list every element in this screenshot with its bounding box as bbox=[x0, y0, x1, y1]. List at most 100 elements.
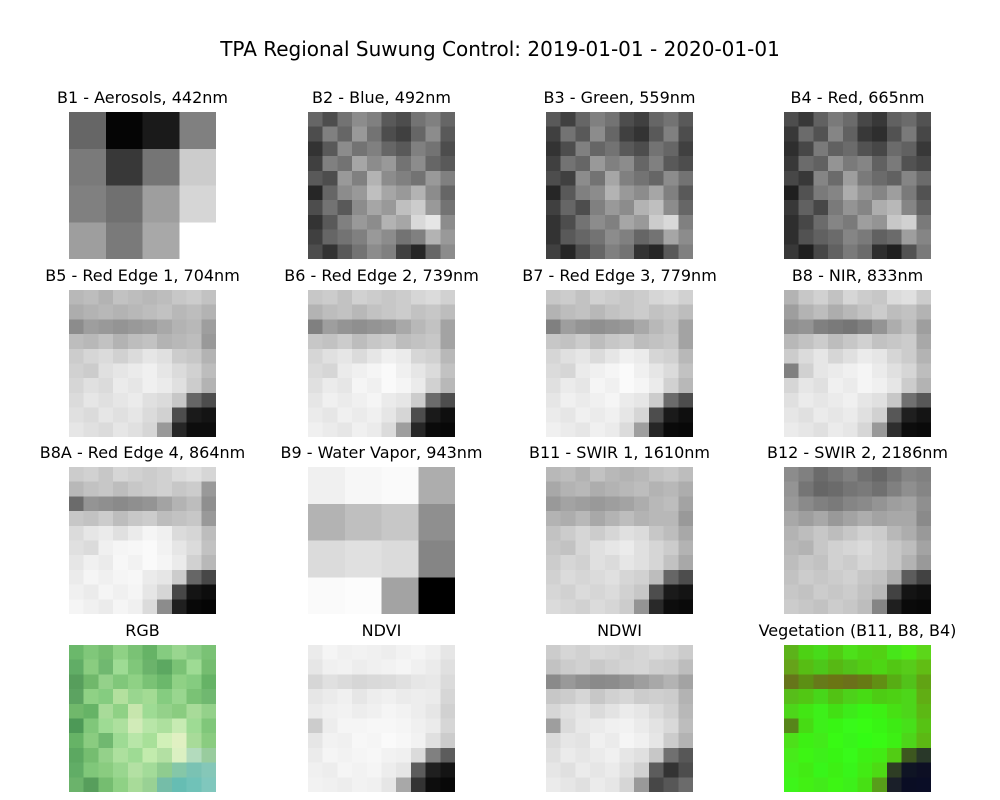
pixel-cell bbox=[440, 378, 455, 394]
pixel-cell bbox=[546, 569, 562, 586]
pixel-cell bbox=[575, 229, 591, 245]
pixel-cell bbox=[425, 378, 441, 394]
pixel-cell bbox=[410, 733, 427, 749]
pixel-cell bbox=[916, 185, 931, 201]
pixel-cell bbox=[784, 392, 800, 409]
pixel-cell bbox=[857, 674, 873, 690]
pixel-cell bbox=[842, 392, 859, 409]
pixel-cell bbox=[604, 555, 621, 571]
pixel-cell bbox=[381, 718, 397, 734]
figure-title: TPA Regional Suwung Control: 2019-01-01 … bbox=[220, 37, 780, 61]
pixel-cell bbox=[634, 229, 650, 245]
pixel-cell bbox=[425, 304, 441, 320]
pixel-cell bbox=[813, 659, 829, 675]
pixel-cell bbox=[157, 363, 173, 379]
pixel-cell bbox=[440, 659, 455, 675]
pixel-cell bbox=[886, 185, 903, 201]
pixel-cell bbox=[604, 422, 621, 437]
pixel-cell bbox=[337, 747, 353, 764]
pixel-cell bbox=[98, 511, 114, 527]
pixel-cell bbox=[322, 392, 338, 409]
pixel-cell bbox=[678, 569, 693, 586]
pixel-cell bbox=[916, 777, 931, 792]
pixel-cell bbox=[157, 659, 173, 675]
pixel-cell bbox=[886, 170, 903, 187]
pixel-cell bbox=[886, 334, 903, 350]
pixel-cell bbox=[798, 304, 814, 320]
pixel-cell bbox=[828, 703, 844, 720]
pixel-cell bbox=[560, 645, 576, 661]
pixel-cell bbox=[784, 112, 800, 128]
pixel-cell bbox=[157, 392, 173, 409]
pixel-cell bbox=[916, 645, 931, 661]
pixel-cell bbox=[308, 170, 324, 187]
pixel-cell bbox=[798, 214, 814, 231]
pixel-cell bbox=[171, 645, 188, 661]
pixel-cell bbox=[604, 112, 621, 128]
pixel-cell bbox=[619, 214, 635, 231]
pixel-cell bbox=[828, 214, 844, 231]
pixel-cell bbox=[142, 525, 158, 542]
pixel-cell bbox=[410, 290, 427, 306]
pixel-cell bbox=[322, 718, 338, 734]
pixel-cell bbox=[828, 407, 844, 423]
pixel-cell bbox=[83, 481, 99, 497]
pixel-cell bbox=[901, 659, 917, 675]
pixel-cell bbox=[813, 170, 829, 187]
pixel-cell bbox=[69, 334, 85, 350]
pixel-cell bbox=[83, 674, 99, 690]
pixel-cell bbox=[886, 467, 903, 483]
pixel-cell bbox=[396, 407, 412, 423]
pixel-cell bbox=[337, 777, 353, 792]
pixel-cell bbox=[366, 762, 383, 778]
pixel-cell bbox=[127, 762, 144, 778]
pixel-cell bbox=[886, 112, 903, 128]
pixel-cell bbox=[634, 599, 650, 614]
pixel-cell bbox=[396, 170, 412, 187]
pixel-cell bbox=[308, 540, 346, 578]
pixel-cell bbox=[813, 348, 829, 365]
pixel-cell bbox=[678, 319, 693, 335]
pixel-cell bbox=[425, 334, 441, 350]
panel-image bbox=[784, 290, 931, 437]
pixel-cell bbox=[69, 290, 85, 306]
pixel-cell bbox=[157, 540, 173, 556]
pixel-cell bbox=[813, 689, 829, 705]
pixel-cell bbox=[678, 170, 693, 187]
pixel-cell bbox=[872, 555, 888, 571]
panel-image bbox=[69, 467, 216, 614]
pixel-cell bbox=[396, 290, 412, 306]
pixel-cell bbox=[575, 762, 591, 778]
pixel-cell bbox=[83, 733, 99, 749]
pixel-cell bbox=[575, 334, 591, 350]
pixel-cell bbox=[322, 156, 338, 172]
pixel-cell bbox=[648, 290, 665, 306]
pixel-cell bbox=[308, 645, 324, 661]
pixel-cell bbox=[784, 674, 800, 690]
pixel-cell bbox=[798, 200, 814, 216]
pixel-cell bbox=[98, 334, 114, 350]
pixel-cell bbox=[842, 304, 859, 320]
pixel-cell bbox=[546, 319, 562, 335]
pixel-cell bbox=[813, 126, 829, 142]
pixel-cell bbox=[828, 229, 844, 245]
pixel-cell bbox=[83, 511, 99, 527]
pixel-cell bbox=[381, 126, 397, 142]
pixel-cell bbox=[127, 569, 144, 586]
pixel-cell bbox=[901, 170, 917, 187]
pixel-cell bbox=[828, 185, 844, 201]
pixel-cell bbox=[575, 156, 591, 172]
pixel-cell bbox=[352, 378, 368, 394]
panel-image bbox=[69, 112, 216, 259]
pixel-cell bbox=[546, 747, 562, 764]
pixel-cell bbox=[69, 645, 85, 661]
pixel-cell bbox=[828, 363, 844, 379]
pixel-cell bbox=[575, 319, 591, 335]
pixel-cell bbox=[648, 511, 665, 527]
pixel-cell bbox=[798, 141, 814, 157]
pixel-cell bbox=[113, 392, 129, 409]
pixel-cell bbox=[634, 496, 650, 512]
pixel-cell bbox=[142, 674, 158, 690]
pixel-cell bbox=[857, 645, 873, 661]
pixel-cell bbox=[590, 112, 606, 128]
